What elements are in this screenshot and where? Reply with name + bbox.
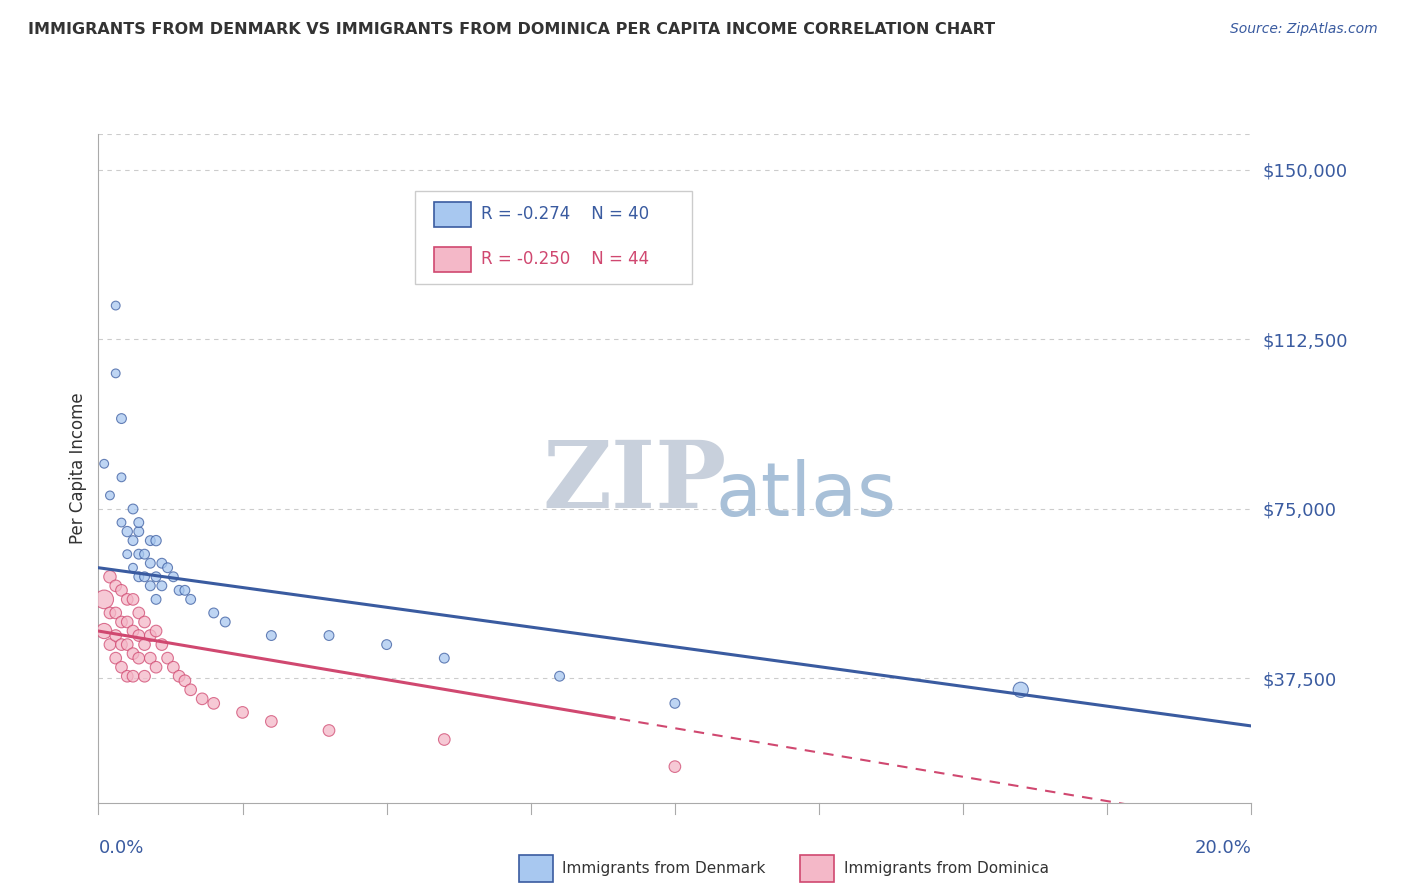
Point [128, 570, 150, 584]
Point [134, 547, 156, 561]
Point [93, 624, 115, 638]
Point [93, 592, 115, 607]
Point [664, 697, 686, 711]
Text: IMMIGRANTS FROM DENMARK VS IMMIGRANTS FROM DOMINICA PER CAPITA INCOME CORRELATIO: IMMIGRANTS FROM DENMARK VS IMMIGRANTS FR… [28, 22, 995, 37]
Point [122, 647, 145, 661]
Point [318, 628, 340, 642]
Point [122, 533, 145, 548]
Point [139, 579, 162, 593]
Point [122, 560, 145, 574]
Point [104, 628, 127, 642]
Point [202, 697, 225, 711]
Text: ZIP: ZIP [543, 437, 727, 526]
FancyBboxPatch shape [416, 191, 692, 285]
Point [191, 691, 214, 706]
Point [150, 638, 173, 652]
Text: R = -0.250    N = 44: R = -0.250 N = 44 [481, 250, 650, 268]
Point [139, 533, 162, 548]
Point [104, 579, 127, 593]
Point [174, 583, 197, 598]
Point [110, 583, 132, 598]
Point [139, 651, 162, 665]
Point [1010, 682, 1032, 697]
Point [117, 592, 138, 607]
Point [128, 547, 150, 561]
Point [110, 411, 132, 425]
Point [260, 714, 283, 729]
Point [128, 651, 150, 665]
Point [122, 669, 145, 683]
Point [104, 606, 127, 620]
Point [134, 638, 156, 652]
Point [104, 299, 127, 313]
Point [167, 669, 190, 683]
Point [145, 533, 167, 548]
Point [375, 638, 398, 652]
Point [134, 669, 156, 683]
Point [110, 470, 132, 484]
Point [318, 723, 340, 738]
Point [156, 560, 179, 574]
Text: Source: ZipAtlas.com: Source: ZipAtlas.com [1230, 22, 1378, 37]
Point [110, 615, 132, 629]
Point [93, 457, 115, 471]
Text: 20.0%: 20.0% [1195, 839, 1251, 857]
Point [122, 592, 145, 607]
Point [174, 673, 197, 688]
Point [117, 669, 138, 683]
Point [145, 570, 167, 584]
Point [104, 367, 127, 381]
Text: Immigrants from Denmark: Immigrants from Denmark [562, 862, 766, 876]
Point [139, 556, 162, 570]
Point [117, 547, 138, 561]
FancyBboxPatch shape [434, 247, 471, 271]
Point [145, 660, 167, 674]
Point [110, 660, 132, 674]
Text: Immigrants from Dominica: Immigrants from Dominica [844, 862, 1049, 876]
Point [162, 660, 184, 674]
Point [117, 615, 138, 629]
Point [104, 651, 127, 665]
Point [128, 606, 150, 620]
Point [122, 624, 145, 638]
Text: R = -0.274    N = 40: R = -0.274 N = 40 [481, 205, 650, 223]
Point [117, 524, 138, 539]
Point [98, 570, 121, 584]
Point [145, 592, 167, 607]
Point [98, 638, 121, 652]
Point [117, 638, 138, 652]
Point [128, 524, 150, 539]
Point [548, 669, 571, 683]
Point [162, 570, 184, 584]
Point [150, 556, 173, 570]
Point [110, 516, 132, 530]
Point [128, 628, 150, 642]
Point [202, 606, 225, 620]
Point [150, 579, 173, 593]
Point [180, 682, 202, 697]
FancyBboxPatch shape [434, 202, 471, 227]
Point [139, 628, 162, 642]
Point [110, 638, 132, 652]
Point [214, 615, 236, 629]
Point [134, 615, 156, 629]
Point [156, 651, 179, 665]
Point [128, 516, 150, 530]
Text: atlas: atlas [716, 458, 896, 532]
Point [98, 488, 121, 502]
Text: 0.0%: 0.0% [98, 839, 143, 857]
Point [433, 732, 456, 747]
Point [98, 606, 121, 620]
Point [231, 706, 254, 720]
Point [664, 759, 686, 773]
Y-axis label: Per Capita Income: Per Capita Income [69, 392, 87, 544]
Point [134, 570, 156, 584]
Point [122, 502, 145, 516]
Point [180, 592, 202, 607]
Point [167, 583, 190, 598]
Point [433, 651, 456, 665]
Point [145, 624, 167, 638]
Point [260, 628, 283, 642]
